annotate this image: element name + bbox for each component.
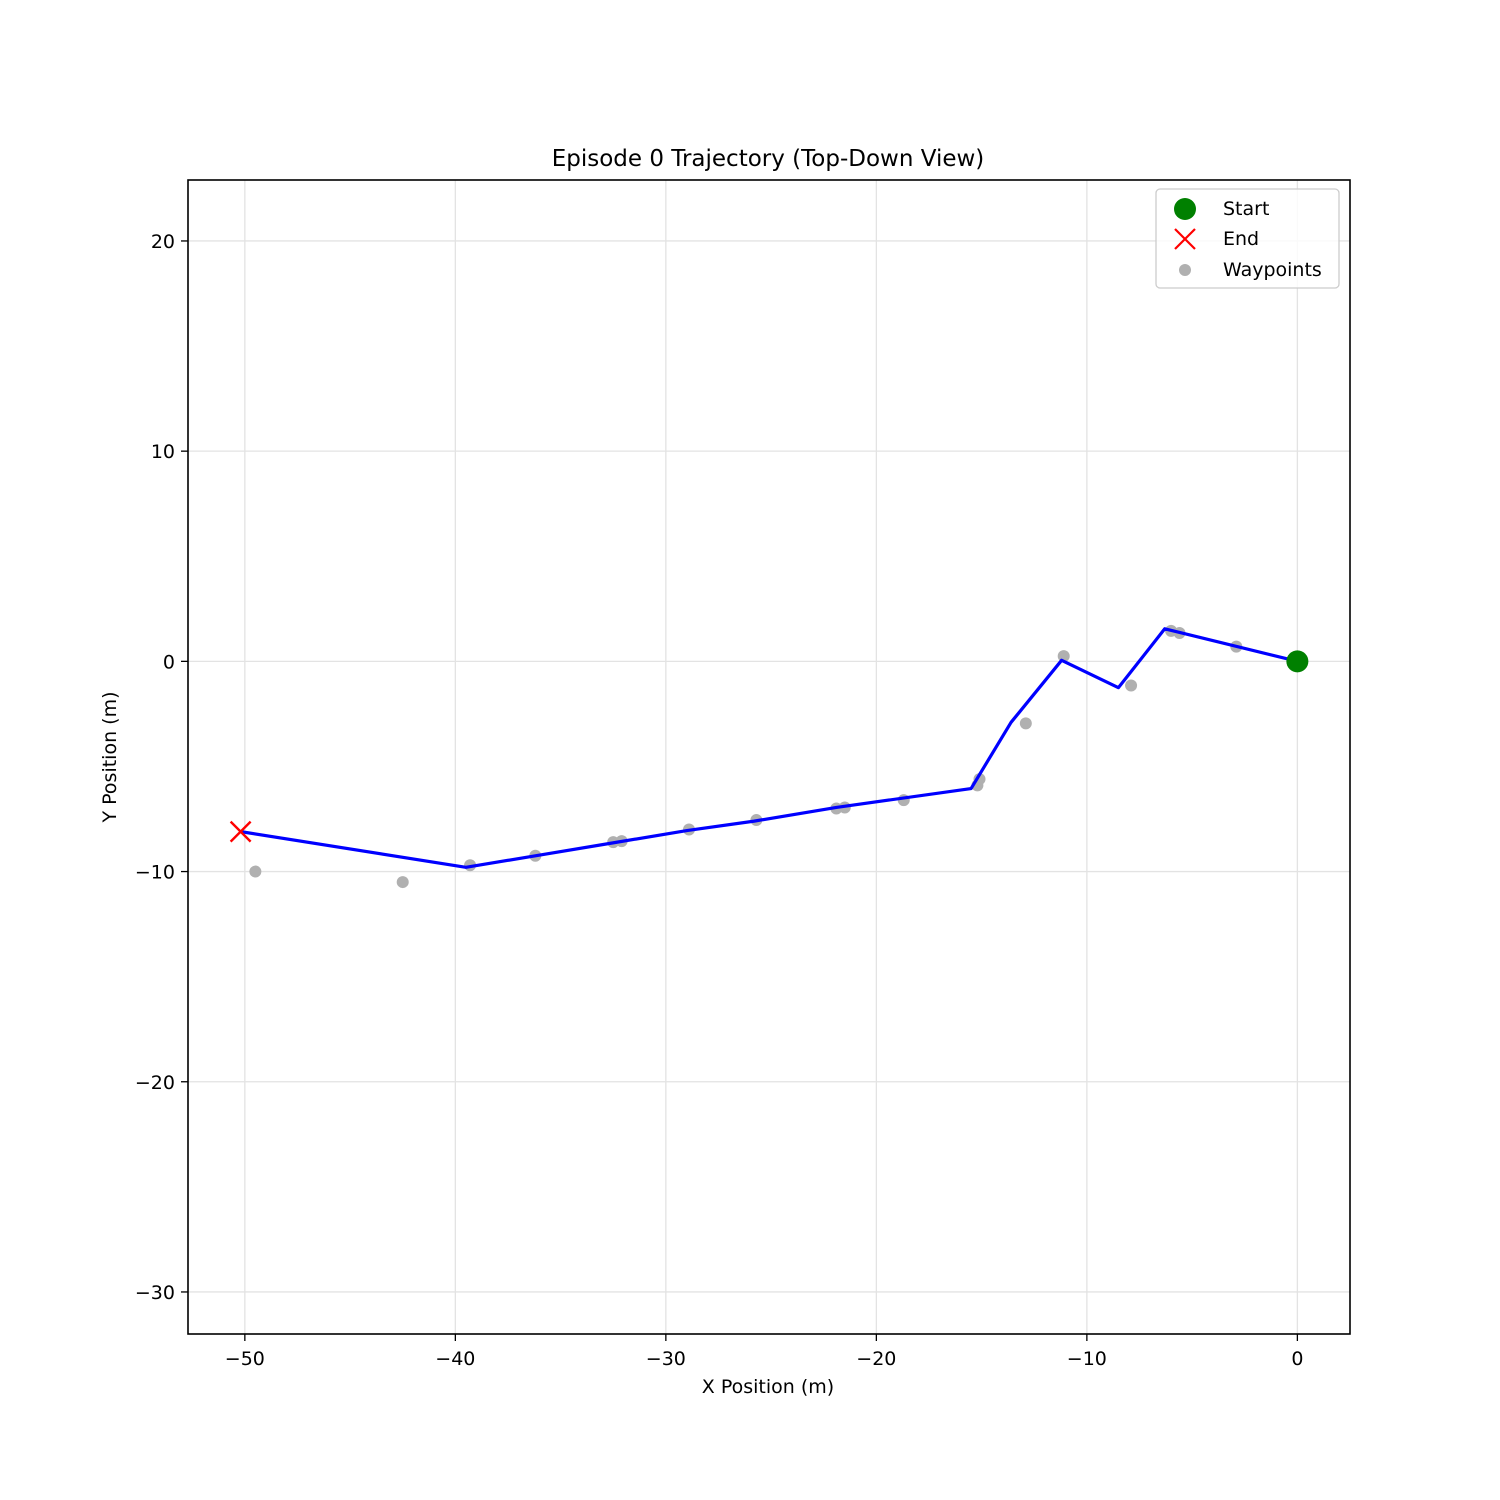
legend-box bbox=[1155, 188, 1340, 289]
chart-title: Episode 0 Trajectory (Top-Down View) bbox=[552, 146, 985, 172]
legend: Start End Waypoints bbox=[1155, 188, 1340, 289]
grid-lines bbox=[188, 180, 1350, 1334]
y-axis-label: Y Position (m) bbox=[99, 692, 121, 824]
y-tick-label: −10 bbox=[135, 862, 175, 884]
legend-waypoints-marker bbox=[1179, 264, 1191, 276]
waypoint-marker bbox=[249, 865, 262, 878]
y-tick-label: 20 bbox=[151, 231, 175, 253]
legend-start-marker bbox=[1174, 198, 1196, 220]
end-marker-stroke bbox=[229, 820, 252, 843]
y-tick-label: −20 bbox=[135, 1072, 175, 1094]
legend-waypoints-label: Waypoints bbox=[1223, 259, 1322, 281]
x-tick-label: −30 bbox=[646, 1348, 686, 1370]
axes-frame bbox=[187, 179, 1351, 1335]
start-marker bbox=[1286, 650, 1309, 673]
waypoint-marker bbox=[1125, 679, 1138, 692]
x-tick-label: −20 bbox=[856, 1348, 896, 1370]
end-marker bbox=[229, 820, 252, 843]
legend-end-marker bbox=[1174, 228, 1196, 250]
legend-start-label: Start bbox=[1223, 198, 1269, 220]
y-tick-label: 0 bbox=[163, 651, 175, 673]
x-tick-label: −40 bbox=[435, 1348, 475, 1370]
axis-ticks: −50 −40 −30 −20 −10 0 −30 −20 −10 0 10 20 bbox=[135, 231, 1304, 1370]
y-tick-label: −30 bbox=[135, 1282, 175, 1304]
legend-end-label: End bbox=[1223, 228, 1259, 250]
x-tick-label: −10 bbox=[1067, 1348, 1107, 1370]
plot-area bbox=[229, 624, 1309, 889]
x-axis-label: X Position (m) bbox=[702, 1376, 834, 1398]
x-tick-label: −50 bbox=[225, 1348, 265, 1370]
waypoint-marker bbox=[396, 876, 409, 889]
y-tick-label: 10 bbox=[151, 441, 175, 463]
waypoint-marker bbox=[1019, 717, 1032, 730]
trajectory-line bbox=[240, 627, 1298, 869]
x-tick-label: 0 bbox=[1291, 1348, 1303, 1370]
